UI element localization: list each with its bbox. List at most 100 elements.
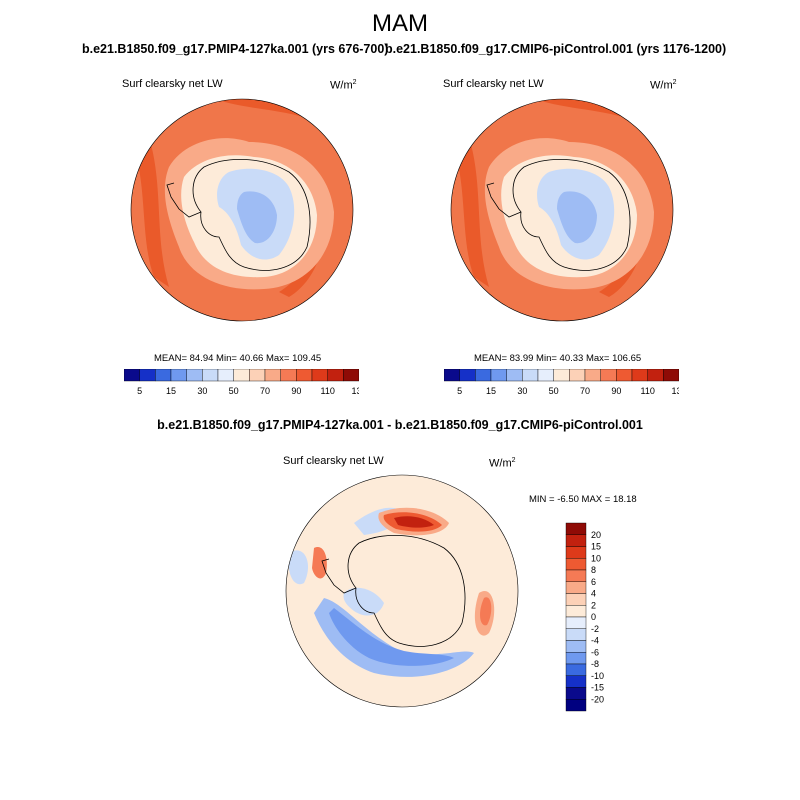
colorbar-box [280, 369, 297, 382]
colorbar-box [170, 369, 187, 382]
colorbar-box [565, 593, 587, 606]
antarctic-core-cold [237, 191, 277, 244]
colorbar-box [565, 605, 587, 618]
colorbar-box [616, 369, 633, 382]
colorbar-tick-label: 70 [260, 386, 270, 396]
diff-minmax: MIN = -6.50 MAX = 18.18 [529, 494, 637, 505]
colorbar-box [565, 534, 587, 547]
colorbar-tick-label: 130 [671, 386, 679, 396]
colorbar-box [264, 369, 281, 382]
colorbar-box [565, 581, 587, 594]
map-border [450, 98, 674, 322]
colorbar-tick-label: 6 [591, 577, 596, 587]
colorbar-box [565, 616, 587, 629]
warm-band-west [131, 137, 169, 287]
colorbar-tick-label: 5 [457, 386, 462, 396]
colorbar-tick-label: 20 [591, 530, 601, 540]
colorbar-tick-label: -4 [591, 636, 599, 646]
colorbar-tick-label: 5 [137, 386, 142, 396]
map-border [285, 474, 519, 708]
peninsula-outline [321, 558, 357, 594]
colorbar-tick-label: 90 [291, 386, 301, 396]
right-polar-map [450, 98, 674, 322]
peninsula-outline [166, 182, 202, 218]
colorbar-box [459, 369, 476, 382]
left-units-label: W/m2 [330, 79, 357, 92]
colorbar-tick-label: 15 [166, 386, 176, 396]
left-stats: MEAN= 84.94 Min= 40.66 Max= 109.45 [154, 353, 322, 364]
colorbar-box [296, 369, 313, 382]
diff-field-label: Surf clearsky net LW [283, 455, 384, 467]
strong-negative-south [329, 608, 454, 666]
colorbar-box [124, 369, 140, 382]
colorbar-box [565, 558, 587, 571]
colorbar-box [311, 369, 328, 382]
colorbar-box [444, 369, 460, 382]
colorbar-box [565, 522, 587, 535]
colorbar-box [249, 369, 266, 382]
colorbar-tick-label: 30 [197, 386, 207, 396]
colorbar-box [647, 369, 664, 382]
colorbar-box [343, 369, 359, 382]
right-stats: MEAN= 83.99 Min= 40.33 Max= 106.65 [474, 353, 642, 364]
colorbar-box [217, 369, 234, 382]
colorbar-tick-label: 0 [591, 612, 596, 622]
season-title: MAM [372, 10, 428, 37]
colorbar-box [565, 628, 587, 641]
right-field-label: Surf clearsky net LW [443, 78, 544, 90]
colorbar-box [565, 699, 587, 712]
colorbar-box [565, 663, 587, 676]
antarctic-core-cold [557, 191, 597, 244]
colorbar-box [553, 369, 570, 382]
colorbar-tick-label: 8 [591, 565, 596, 575]
colorbar-box [631, 369, 648, 382]
colorbar-tick-label: -2 [591, 624, 599, 634]
colorbar-tick-label: 90 [611, 386, 621, 396]
colorbar-box [569, 369, 586, 382]
colorbar-box [233, 369, 250, 382]
diff-panel-title: b.e21.B1850.f09_g17.PMIP4-127ka.001 - b.… [157, 418, 643, 432]
colorbar-tick-label: 50 [229, 386, 239, 396]
colorbar-tick-label: 130 [351, 386, 359, 396]
diff-units-label: W/m2 [489, 457, 516, 470]
colorbar-box [155, 369, 172, 382]
right-colorbar: 5 15 30 50 70 90 110 130 [444, 369, 679, 396]
colorbar-box [565, 569, 587, 582]
colorbar-box [565, 687, 587, 700]
negative-patch-west [288, 550, 309, 585]
diff-polar-map [285, 474, 519, 708]
colorbar-tick-label: 15 [591, 542, 601, 552]
colorbar-tick-label: -6 [591, 647, 599, 657]
colorbar-box [565, 640, 587, 653]
colorbar-box [506, 369, 523, 382]
colorbar-tick-label: 2 [591, 600, 596, 610]
colorbar-box [565, 652, 587, 665]
colorbar-tick-label: 110 [320, 386, 334, 396]
colorbar-tick-label: -10 [591, 671, 604, 681]
colorbar-tick-label: -8 [591, 659, 599, 669]
colorbar-box [490, 369, 507, 382]
colorbar-box [186, 369, 203, 382]
colorbar-box [537, 369, 554, 382]
colorbar-box [327, 369, 344, 382]
right-units-label: W/m2 [650, 79, 677, 92]
colorbar-tick-label: 4 [591, 589, 596, 599]
colorbar-box [139, 369, 156, 382]
colorbar-tick-label: -15 [591, 683, 604, 693]
left-polar-map [130, 98, 354, 322]
colorbar-box [475, 369, 492, 382]
colorbar-box [565, 546, 587, 559]
max-positive-north [394, 516, 434, 528]
colorbar-box [600, 369, 617, 382]
colorbar-box [522, 369, 539, 382]
colorbar-box [584, 369, 601, 382]
colorbar-tick-label: 110 [640, 386, 654, 396]
colorbar-tick-label: -20 [591, 694, 604, 704]
colorbar-tick-label: 15 [486, 386, 496, 396]
left-colorbar: 5 15 30 50 70 90 110 130 [124, 369, 359, 396]
strong-positive-east [480, 597, 492, 626]
negative-patch-peninsula [343, 587, 384, 616]
map-border [130, 98, 354, 322]
colorbar-tick-label: 70 [580, 386, 590, 396]
